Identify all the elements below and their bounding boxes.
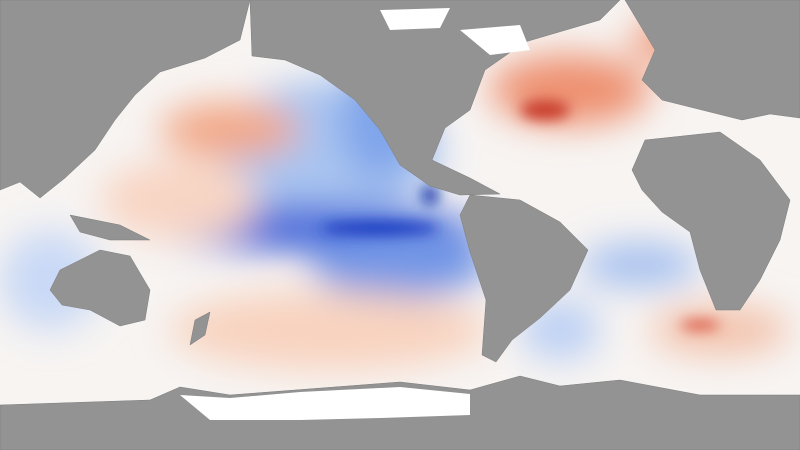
indonesia — [69, 214, 151, 241]
south-america — [459, 194, 589, 363]
new-zealand — [189, 311, 211, 346]
eurasia — [624, 0, 800, 121]
africa — [631, 131, 791, 311]
ice-shelf — [180, 387, 470, 420]
anomaly-hotspots — [320, 100, 720, 330]
asia — [0, 0, 251, 199]
australia — [49, 249, 151, 327]
sea-ice — [380, 8, 530, 55]
